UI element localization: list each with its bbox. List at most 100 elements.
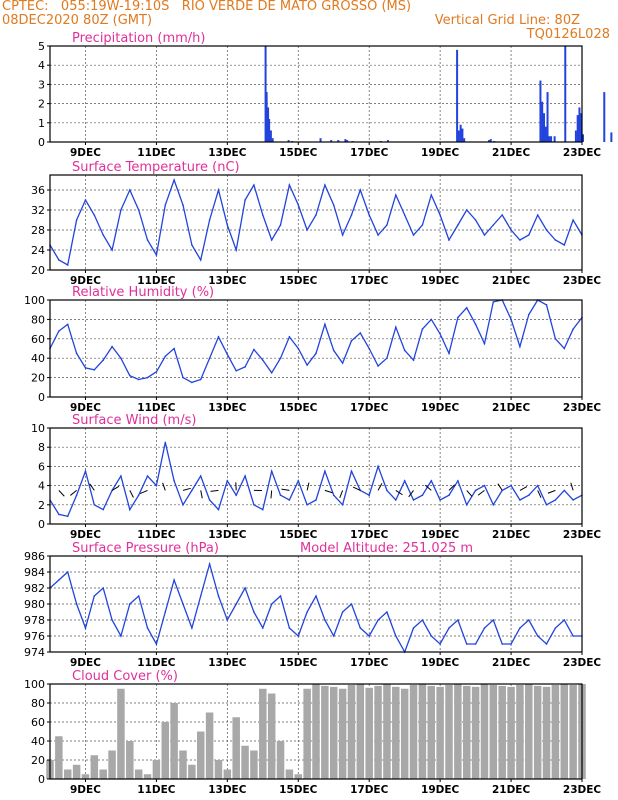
precip-bar bbox=[271, 138, 274, 142]
precip-bar bbox=[550, 136, 553, 142]
cloud-bar bbox=[533, 685, 542, 779]
data-point bbox=[235, 370, 237, 372]
data-point bbox=[403, 349, 406, 352]
panel-title: Relative Humidity (%) bbox=[72, 285, 214, 300]
data-point bbox=[58, 259, 60, 261]
wind-arrow bbox=[139, 489, 148, 494]
precip-bar bbox=[267, 107, 270, 142]
cloud-bar bbox=[356, 684, 365, 779]
data-point bbox=[235, 249, 237, 251]
data-point bbox=[270, 470, 273, 473]
cloud-bar bbox=[55, 736, 63, 779]
cloud-bar bbox=[409, 684, 418, 779]
data-point bbox=[474, 489, 477, 492]
data-point bbox=[368, 347, 371, 350]
data-point bbox=[395, 326, 397, 328]
x-tick-label: 17DEC bbox=[350, 402, 389, 414]
data-point bbox=[377, 465, 379, 468]
data-point bbox=[324, 619, 326, 621]
x-tick-label: 21DEC bbox=[492, 275, 531, 287]
data-point bbox=[191, 627, 193, 629]
data-point bbox=[492, 504, 495, 506]
x-tick-label: 23DEC bbox=[563, 657, 602, 669]
data-point bbox=[66, 515, 69, 518]
series-line bbox=[49, 442, 583, 518]
y-tick-label: 60 bbox=[31, 333, 45, 346]
x-tick-label: 9DEC bbox=[70, 275, 101, 287]
data-point bbox=[129, 374, 131, 377]
data-point bbox=[164, 441, 167, 444]
cloud-bar bbox=[90, 755, 99, 779]
cloud-bar bbox=[63, 769, 72, 779]
data-point bbox=[235, 494, 237, 497]
data-point bbox=[350, 470, 353, 473]
data-point bbox=[226, 353, 229, 356]
data-point bbox=[474, 643, 477, 645]
wind-arrow bbox=[377, 483, 383, 491]
data-point bbox=[306, 611, 308, 613]
data-point bbox=[483, 484, 486, 487]
data-point bbox=[208, 563, 211, 565]
precip-bar bbox=[546, 92, 549, 142]
data-point bbox=[572, 635, 574, 637]
data-point bbox=[155, 370, 158, 373]
data-point bbox=[545, 304, 548, 306]
wind-arrow bbox=[339, 490, 344, 499]
series-line bbox=[49, 299, 583, 384]
precip-bar bbox=[344, 139, 347, 142]
cloud-bar bbox=[569, 684, 577, 779]
y-tick-label: 60 bbox=[31, 716, 45, 729]
data-point bbox=[137, 209, 140, 211]
cloud-bar bbox=[471, 686, 480, 779]
data-point bbox=[572, 499, 574, 501]
data-point bbox=[315, 499, 317, 501]
precip-bar bbox=[539, 80, 542, 142]
precip-bar bbox=[337, 140, 340, 142]
data-point bbox=[421, 494, 424, 497]
cloud-bar bbox=[108, 750, 116, 779]
data-point bbox=[244, 199, 246, 201]
data-point bbox=[386, 611, 388, 613]
data-point bbox=[75, 494, 78, 497]
x-tick-label: 11DEC bbox=[137, 784, 176, 796]
data-point bbox=[377, 234, 379, 236]
data-point bbox=[324, 470, 326, 473]
data-point bbox=[519, 239, 521, 241]
data-point bbox=[164, 611, 167, 613]
wind-arrow bbox=[111, 485, 120, 491]
precip-bar bbox=[459, 124, 462, 142]
wind-arrow bbox=[162, 482, 166, 491]
data-point bbox=[111, 345, 113, 348]
data-point bbox=[146, 239, 149, 241]
data-point bbox=[377, 365, 379, 367]
data-point bbox=[448, 352, 450, 355]
cloud-bar bbox=[259, 688, 267, 779]
data-point bbox=[102, 508, 104, 511]
data-point bbox=[93, 369, 96, 371]
x-tick-label: 13DEC bbox=[208, 784, 247, 796]
cloud-bar bbox=[285, 769, 294, 779]
cloud-bar bbox=[400, 688, 409, 779]
data-point bbox=[350, 339, 353, 342]
x-tick-label: 13DEC bbox=[208, 402, 247, 414]
data-point bbox=[545, 643, 548, 645]
data-point bbox=[288, 627, 291, 629]
precip-bar bbox=[488, 140, 491, 142]
x-tick-label: 23DEC bbox=[563, 402, 602, 414]
wind-arrow bbox=[408, 490, 414, 498]
precip-bar bbox=[564, 46, 567, 142]
wind-arrow bbox=[200, 490, 203, 499]
data-point bbox=[386, 224, 388, 226]
precip-bar bbox=[574, 130, 577, 142]
data-point bbox=[297, 347, 300, 350]
precip-bar bbox=[287, 140, 290, 142]
x-tick-label: 11DEC bbox=[137, 147, 176, 159]
data-point bbox=[66, 323, 69, 326]
x-tick-label: 19DEC bbox=[421, 402, 460, 414]
data-point bbox=[492, 224, 495, 226]
data-point bbox=[199, 475, 202, 477]
y-tick-label: 36 bbox=[31, 184, 45, 197]
wind-arrow bbox=[182, 487, 191, 491]
data-point bbox=[386, 357, 388, 360]
cloud-bar bbox=[347, 684, 356, 779]
